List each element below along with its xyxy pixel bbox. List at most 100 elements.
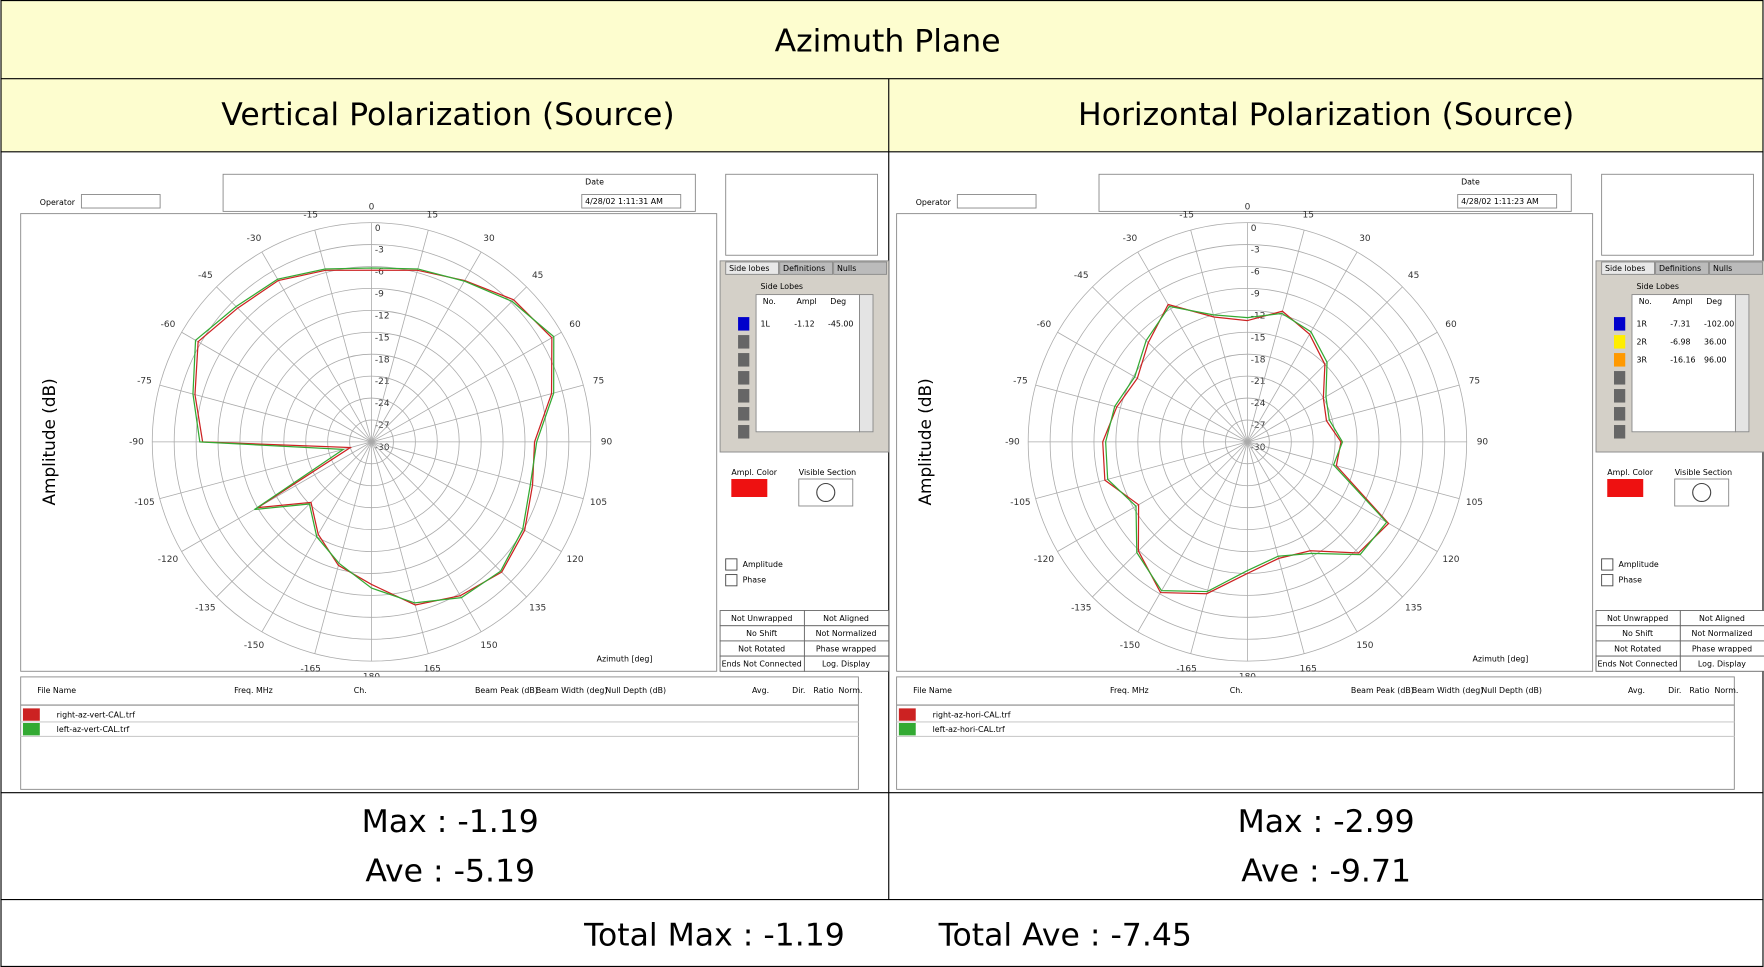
y-axis-label: Amplitude (dB) — [915, 378, 935, 505]
angle-label: 90 — [1477, 437, 1489, 447]
file-column: Ch. — [1230, 686, 1243, 695]
date-label: Date — [585, 178, 604, 187]
spoke — [1247, 230, 1305, 442]
spoke — [1247, 441, 1403, 598]
ring-label: 0 — [1251, 224, 1257, 234]
status: Log. Display — [822, 659, 870, 668]
panels: Operator Date 4/28/02 1:11:31 AM 0 -3 -6 -9 -12… — [20, 173, 1764, 790]
spoke — [1092, 286, 1248, 443]
ring-label: -21 — [375, 377, 390, 387]
angle-label: 105 — [1466, 498, 1483, 508]
file-column: Norm. — [839, 686, 863, 695]
ring-label: -12 — [375, 311, 390, 321]
operator-box — [80, 194, 161, 209]
angle-label: 165 — [424, 664, 441, 674]
file-column: Ch. — [354, 686, 367, 695]
operator-label: Operator — [40, 198, 76, 207]
angle-label: 135 — [529, 604, 546, 614]
pattern-line — [1105, 305, 1388, 593]
angle-label: 0 — [1245, 202, 1251, 212]
tab-label: Nulls — [1713, 264, 1732, 273]
status: Not Rotated — [1614, 644, 1661, 653]
side-lobe-cell: 1R — [1636, 319, 1647, 328]
angle-label: 30 — [1359, 234, 1371, 244]
scrollbar — [859, 294, 874, 433]
status-cell — [803, 655, 890, 672]
angle-label: 90 — [601, 437, 613, 447]
ring-label: -6 — [1251, 268, 1260, 278]
ave: Ave : -9.71 — [1241, 854, 1411, 890]
swatch — [1613, 335, 1626, 349]
file-column: File Name — [913, 686, 952, 695]
spoke — [181, 441, 372, 552]
spoke — [371, 331, 562, 443]
heading: Horizontal Polarization (Source) — [1078, 97, 1574, 133]
spoke — [1247, 384, 1460, 443]
date: 4/28/02 1:11:31 AM — [585, 197, 663, 206]
date-box — [1457, 194, 1558, 209]
status: Not Unwrapped — [1607, 614, 1668, 623]
spoke — [371, 441, 562, 552]
side-lobe-cell: -7.31 — [1670, 319, 1690, 328]
file-column: Dir. — [792, 686, 805, 695]
angle-label: 75 — [1469, 377, 1480, 387]
file-table — [896, 676, 1735, 790]
file-column: Beam Width (deg) — [1412, 686, 1483, 695]
status: Ends Not Connected — [1598, 659, 1678, 668]
spoke — [216, 286, 372, 443]
check-label: Phase — [1618, 576, 1642, 585]
spoke — [371, 384, 584, 443]
legend-label: right-az-vert-CAL.trf — [57, 711, 136, 720]
side-lobe-cell: 1L — [761, 319, 771, 328]
scrollbar — [1734, 294, 1750, 433]
ave: Ave : -5.19 — [365, 854, 535, 890]
tab-label: Side lobes — [1605, 264, 1645, 273]
total-max: Total Max : -1.19 — [583, 918, 845, 954]
note-box — [725, 173, 878, 256]
angle-label: -165 — [300, 664, 320, 674]
ring-label: -9 — [1251, 290, 1260, 300]
spoke — [261, 251, 372, 443]
swatch — [1613, 407, 1626, 421]
side-lobe-cell: 96.00 — [1704, 355, 1727, 364]
angle-label: -105 — [1010, 498, 1030, 508]
swatch — [738, 317, 750, 331]
total-ave: Total Ave : -7.45 — [938, 918, 1192, 954]
angle-label: 120 — [566, 555, 583, 565]
angle-label: 45 — [532, 271, 543, 281]
side-lobe-cell: 2R — [1636, 337, 1647, 346]
tab-label: Nulls — [837, 264, 856, 273]
swatch — [738, 407, 750, 421]
angle-label: -105 — [134, 498, 154, 508]
swatch — [1613, 353, 1626, 367]
ring-label: -24 — [1251, 399, 1266, 409]
angle-label: -60 — [161, 320, 176, 330]
side-lobe-cell: -16.16 — [1670, 355, 1695, 364]
swatch — [1613, 317, 1626, 331]
status: Ends Not Connected — [722, 659, 802, 668]
file-column: Ratio — [1689, 686, 1709, 695]
angle-label: -30 — [1123, 234, 1138, 244]
file-column: Beam Width (deg) — [536, 686, 607, 695]
spoke — [371, 230, 429, 442]
legend-swatch — [898, 723, 916, 736]
spoke — [1137, 251, 1248, 443]
side-lobe-cell: -102.00 — [1704, 319, 1734, 328]
max: Max : -2.99 — [1238, 804, 1415, 840]
angle-label: 60 — [1445, 320, 1457, 330]
ring-label: -3 — [1251, 246, 1260, 256]
ring-label: -18 — [1251, 355, 1266, 365]
file-column: File Name — [37, 686, 76, 695]
max: Max : -1.19 — [362, 804, 539, 840]
status: Phase wrapped — [1692, 644, 1752, 653]
legend-label: left-az-hori-CAL.trf — [933, 725, 1005, 734]
pattern-line — [192, 267, 555, 604]
status: No Shift — [1622, 629, 1653, 638]
file-column: Avg. — [752, 686, 769, 695]
angle-label: 30 — [483, 234, 495, 244]
angle-label: 150 — [1356, 641, 1373, 651]
check-label: Amplitude — [743, 560, 783, 569]
file-column: Norm. — [1714, 686, 1738, 695]
